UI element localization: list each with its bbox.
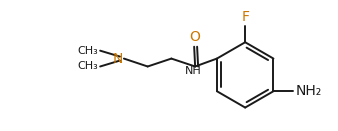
Text: NH₂: NH₂: [295, 84, 321, 98]
Text: F: F: [241, 10, 249, 24]
Text: CH₃: CH₃: [77, 61, 98, 72]
Text: NH: NH: [185, 67, 202, 77]
Text: O: O: [190, 30, 200, 44]
Text: CH₃: CH₃: [77, 46, 98, 56]
Text: N: N: [113, 52, 123, 66]
